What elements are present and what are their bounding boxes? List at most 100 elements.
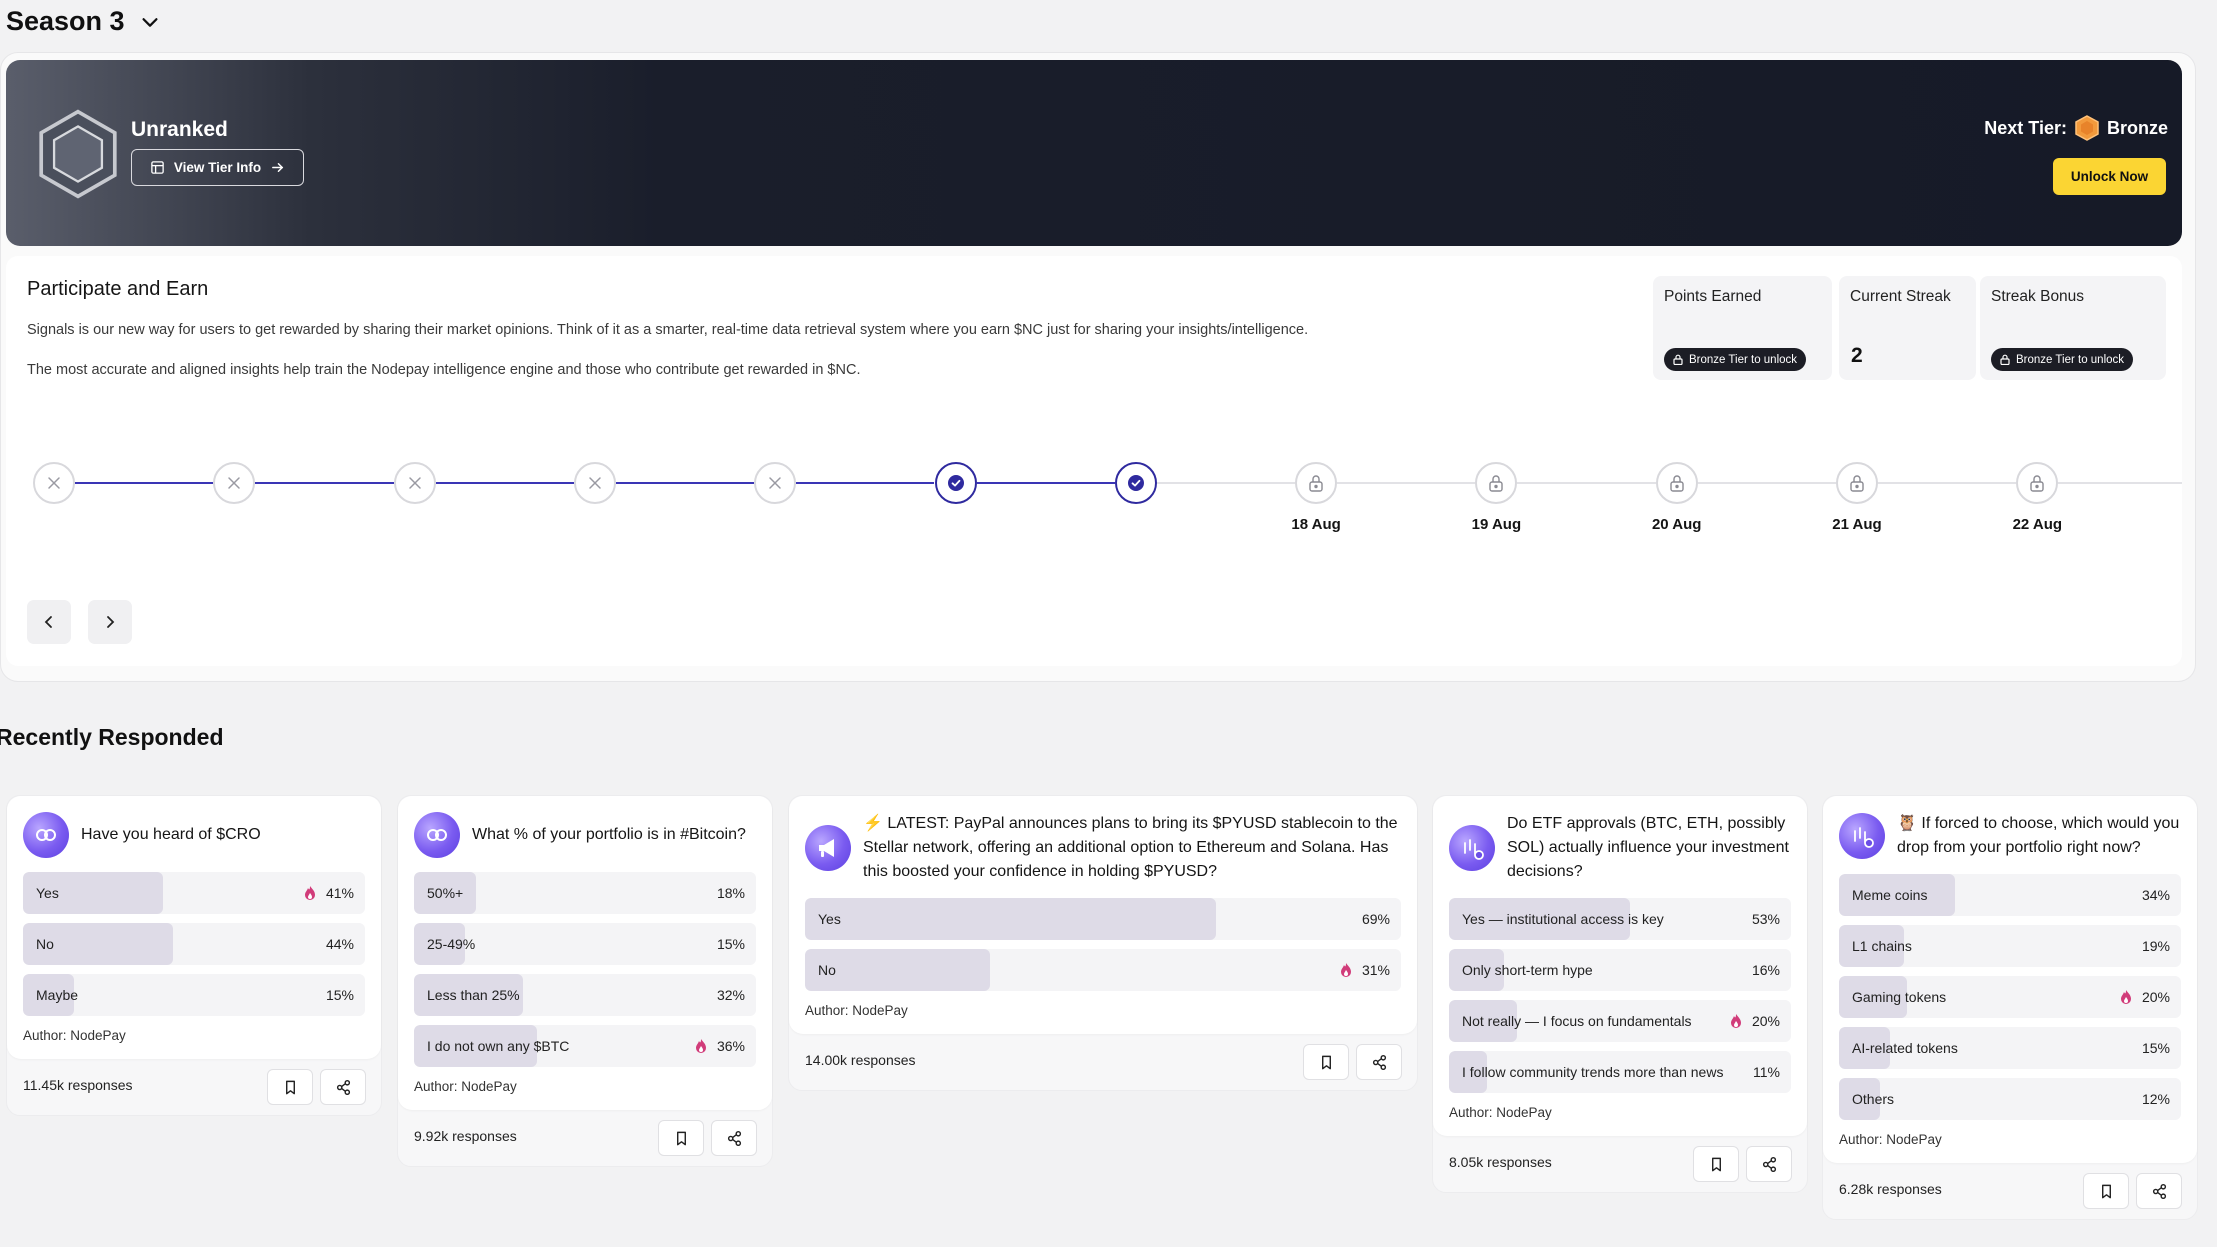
timeline-prev-button[interactable] [27,600,71,644]
poll-body: 🦉 If forced to choose, which would you d… [1823,796,2197,1163]
percent-value: 12% [2141,1091,2170,1107]
poll-option-percent: 12% [2142,1078,2170,1120]
poll-body: What % of your portfolio is in #Bitcoin?… [398,796,772,1110]
bonus-locked-pill: Bronze Tier to unlock [1991,348,2134,371]
streak-timeline: 18 Aug 19 Aug 20 Aug 21 Aug 22 Aug [6,462,2182,582]
poll-body: Have you heard of $CRO Yes 41% No 44% Maybe 15… [7,796,381,1059]
poll-question: What % of your portfolio is in #Bitcoin? [472,826,746,843]
poll-option-label: Yes — institutional access is key [1462,911,1664,927]
timeline-day-locked [1475,462,1518,504]
poll-body: ⚡ LATEST: PayPal announces plans to brin… [789,796,1417,1034]
flame-icon [1340,963,1351,977]
points-locked-pill: Bronze Tier to unlock [1664,348,1807,371]
bookmark-button[interactable] [2083,1173,2129,1209]
bookmark-icon [2101,1184,2111,1198]
poll-question-row: Do ETF approvals (BTC, ETH, possibly SOL… [1449,812,1791,884]
poll-option[interactable]: Not really — I focus on fundamentals 20% [1449,1000,1791,1042]
points-locked-text: Bronze Tier to unlock [1689,353,1798,366]
poll-option-label: Yes [36,885,59,901]
current-tier: Unranked [131,118,228,141]
timeline-day-missed [393,462,436,504]
poll-option[interactable]: 50%+ 18% [414,872,756,914]
poll-option-label: Less than 25% [427,987,520,1003]
share-button[interactable] [711,1120,757,1156]
poll-option[interactable]: Yes — institutional access is key 53% [1449,898,1791,940]
timeline-day-done [934,462,977,504]
percent-value: 34% [2141,887,2170,903]
bookmark-button[interactable] [1303,1044,1349,1080]
poll-option-percent: 18% [717,872,745,914]
poll-option[interactable]: Maybe 15% [23,974,365,1016]
poll-option[interactable]: AI-related tokens 15% [1839,1027,2181,1069]
poll-option-percent: 11% [1753,1051,1780,1093]
poll-option[interactable]: Meme coins 34% [1839,874,2181,916]
percent-value: 53% [1751,911,1780,927]
share-button[interactable] [2136,1173,2182,1209]
poll-option-bar [23,872,164,914]
poll-footer: 6.28k responses [1823,1163,2197,1219]
timeline-connector [1697,482,1836,484]
poll-question-row: 🦉 If forced to choose, which would you d… [1839,812,2181,860]
share-button[interactable] [1746,1146,1792,1182]
poll-option[interactable]: Less than 25% 32% [414,974,756,1016]
poll-option[interactable]: No 31% [805,949,1401,991]
share-button[interactable] [320,1069,366,1105]
bookmark-button[interactable] [658,1120,704,1156]
poll-option-bar [1839,925,1904,967]
poll-card[interactable]: Do ETF approvals (BTC, ETH, possibly SOL… [1432,795,1808,1193]
poll-option-bar [414,974,524,1016]
poll-option-percent: 41% [303,872,354,914]
poll-option-label: No [818,962,836,978]
timeline-next-button[interactable] [88,600,132,644]
poll-option[interactable]: Yes 69% [805,898,1401,940]
share-icon [727,1130,741,1146]
poll-option-percent: 19% [2142,925,2170,967]
poll-option[interactable]: I follow community trends more than news… [1449,1051,1791,1093]
unranked-badge-icon [39,109,117,199]
poll-option[interactable]: Gaming tokens 20% [1839,976,2181,1018]
poll-option-bar [414,1025,538,1067]
current-streak-value: 2 [1851,344,1863,367]
poll-option[interactable]: Others 12% [1839,1078,2181,1120]
poll-card[interactable]: 🦉 If forced to choose, which would you d… [1822,795,2198,1220]
poll-option[interactable]: Only short-term hype 16% [1449,949,1791,991]
season-selector[interactable]: Season 3 [6,6,161,37]
view-tier-info-button[interactable]: View Tier Info [131,149,304,186]
chevron-right-icon [107,616,115,628]
streak-bonus-box: Streak Bonus Bronze Tier to unlock [1980,276,2166,380]
percent-value: 69% [1361,911,1390,927]
bookmark-button[interactable] [1693,1146,1739,1182]
poll-option[interactable]: 25-49% 15% [414,923,756,965]
poll-responses: 8.05k responses [1449,1154,1552,1170]
poll-option-label: 25-49% [427,936,476,952]
poll-option[interactable]: No 44% [23,923,365,965]
poll-card[interactable]: ⚡ LATEST: PayPal announces plans to brin… [788,795,1418,1091]
timeline-connector [1156,482,1296,484]
poll-option-percent: 69% [1362,898,1390,940]
poll-option-percent: 44% [326,923,354,965]
poll-card[interactable]: What % of your portfolio is in #Bitcoin?… [397,795,773,1167]
current-streak-box: Current Streak 2 [1839,276,1976,380]
poll-option[interactable]: L1 chains 19% [1839,925,2181,967]
poll-author: Author: NodePay [1839,1132,1942,1147]
poll-option-bar [805,898,1217,940]
bookmark-button[interactable] [267,1069,313,1105]
flame-icon [695,1039,706,1053]
timeline-day-locked [1655,462,1698,504]
lock-icon [1669,475,1684,492]
timeline-connector [1517,482,1656,484]
poll-option-bar [23,974,75,1016]
poll-card[interactable]: Have you heard of $CRO Yes 41% No 44% Maybe 15… [6,795,382,1116]
poll-option-bar [1839,874,1956,916]
poll-option[interactable]: Yes 41% [23,872,365,914]
tier-banner: Unranked View Tier Info Next Tier: Bronz… [6,60,2182,246]
share-icon [336,1079,350,1095]
percent-value: 41% [325,885,354,901]
share-button[interactable] [1356,1044,1402,1080]
poll-option[interactable]: I do not own any $BTC 36% [414,1025,756,1067]
timeline-date: 21 Aug [1832,516,1882,533]
poll-option-percent: 31% [1339,949,1390,991]
nodepay-logo-icon [414,812,460,858]
poll-question: 🦉 If forced to choose, which would you d… [1897,815,2180,856]
unlock-now-button[interactable]: Unlock Now [2053,158,2166,195]
